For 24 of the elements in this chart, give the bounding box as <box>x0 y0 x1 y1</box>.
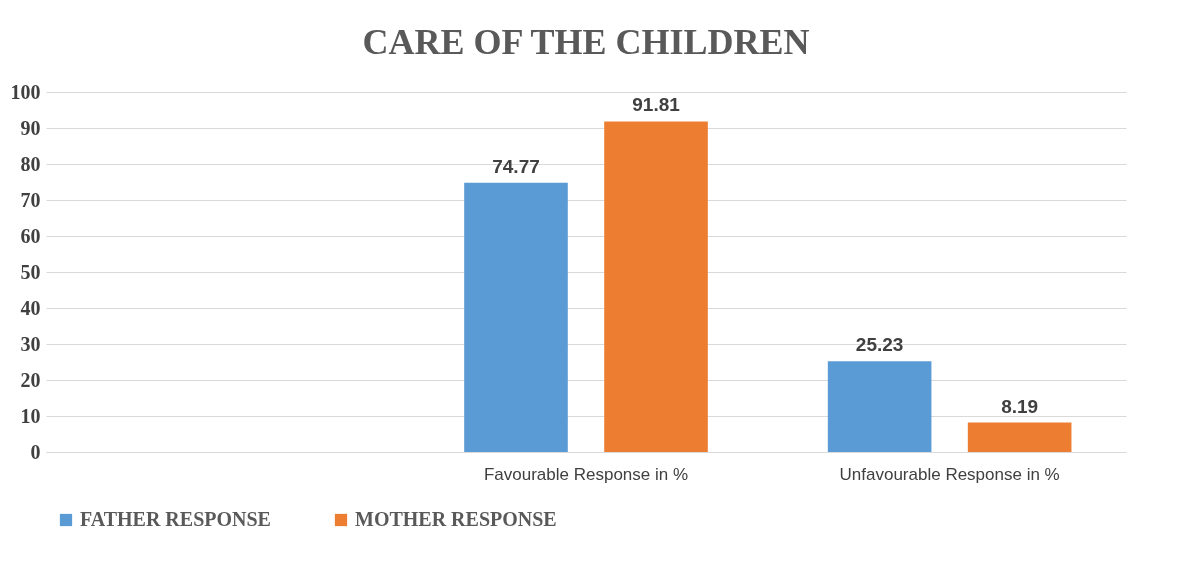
bar <box>967 422 1072 452</box>
x-tick-label: Unfavourable Response in % <box>839 464 1060 484</box>
bar <box>464 182 568 452</box>
bar <box>604 121 708 452</box>
bar <box>827 361 932 452</box>
data-label: 74.77 <box>492 155 540 177</box>
chart-title: CARE OF THE CHILDREN <box>362 22 810 62</box>
y-tick-label: 70 <box>20 188 41 211</box>
y-tick-label: 30 <box>20 332 41 355</box>
legend-label: MOTHER RESPONSE <box>355 508 557 530</box>
y-tick-label: 90 <box>20 116 41 139</box>
x-tick-label: Favourable Response in % <box>483 464 689 484</box>
y-tick-label: 100 <box>10 80 41 103</box>
data-label: 8.19 <box>1001 395 1039 417</box>
y-tick-label: 80 <box>20 152 41 175</box>
y-tick-label: 10 <box>20 404 41 427</box>
y-tick-label: 0 <box>30 440 41 463</box>
legend-label: FATHER RESPONSE <box>80 508 271 530</box>
y-tick-label: 40 <box>20 296 41 319</box>
y-tick-label: 50 <box>20 260 41 283</box>
y-tick-label: 60 <box>20 224 41 247</box>
data-label: 91.81 <box>632 94 681 116</box>
y-tick-label: 20 <box>20 368 41 391</box>
data-label: 25.23 <box>855 334 904 356</box>
